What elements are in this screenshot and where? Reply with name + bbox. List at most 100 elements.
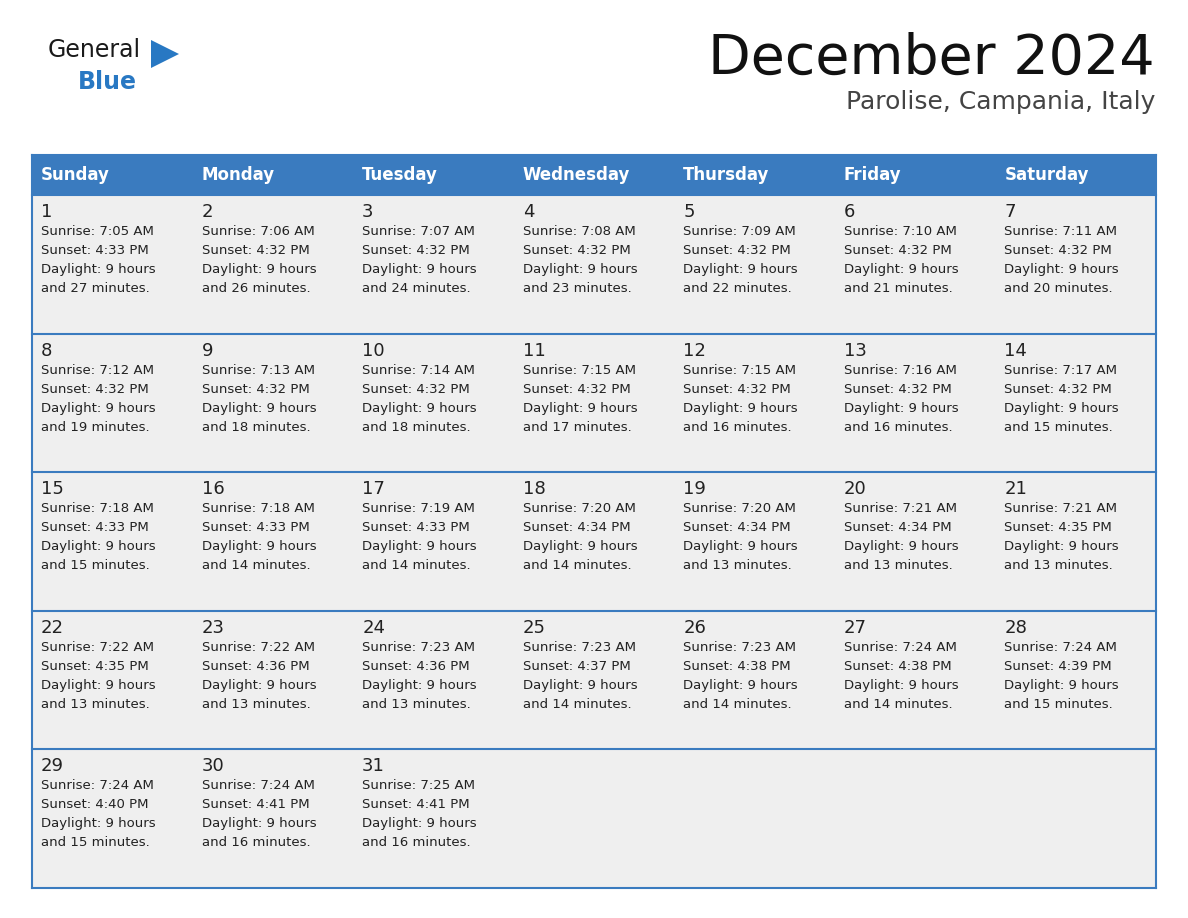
- Text: 29: 29: [42, 757, 64, 776]
- Text: Daylight: 9 hours: Daylight: 9 hours: [42, 540, 156, 554]
- Bar: [353, 195, 513, 333]
- Text: 3: 3: [362, 203, 374, 221]
- Text: Sunset: 4:32 PM: Sunset: 4:32 PM: [843, 383, 952, 396]
- Text: Daylight: 9 hours: Daylight: 9 hours: [843, 540, 959, 554]
- Text: Sunrise: 7:25 AM: Sunrise: 7:25 AM: [362, 779, 475, 792]
- Bar: [32, 333, 192, 472]
- Text: Daylight: 9 hours: Daylight: 9 hours: [843, 263, 959, 276]
- Text: Sunrise: 7:23 AM: Sunrise: 7:23 AM: [683, 641, 796, 654]
- Text: 12: 12: [683, 341, 706, 360]
- Text: Sunrise: 7:06 AM: Sunrise: 7:06 AM: [202, 225, 315, 238]
- Text: and 16 minutes.: and 16 minutes.: [362, 836, 470, 849]
- Bar: [353, 155, 513, 195]
- Bar: [353, 333, 513, 472]
- Text: 2: 2: [202, 203, 213, 221]
- Text: Sunrise: 7:15 AM: Sunrise: 7:15 AM: [683, 364, 796, 376]
- Bar: [835, 610, 996, 749]
- Text: Sunrise: 7:17 AM: Sunrise: 7:17 AM: [1004, 364, 1118, 376]
- Text: Sunset: 4:38 PM: Sunset: 4:38 PM: [683, 660, 791, 673]
- Text: Sunset: 4:34 PM: Sunset: 4:34 PM: [683, 521, 791, 534]
- Bar: [513, 155, 675, 195]
- Text: Sunset: 4:32 PM: Sunset: 4:32 PM: [843, 244, 952, 257]
- Text: and 13 minutes.: and 13 minutes.: [1004, 559, 1113, 572]
- Bar: [835, 749, 996, 888]
- Text: Sunset: 4:39 PM: Sunset: 4:39 PM: [1004, 660, 1112, 673]
- Text: Daylight: 9 hours: Daylight: 9 hours: [1004, 678, 1119, 692]
- Text: Sunrise: 7:24 AM: Sunrise: 7:24 AM: [1004, 641, 1117, 654]
- Text: 19: 19: [683, 480, 706, 498]
- Text: and 13 minutes.: and 13 minutes.: [42, 698, 150, 711]
- Text: 16: 16: [202, 480, 225, 498]
- Text: Sunrise: 7:05 AM: Sunrise: 7:05 AM: [42, 225, 154, 238]
- Text: 5: 5: [683, 203, 695, 221]
- Text: Sunrise: 7:24 AM: Sunrise: 7:24 AM: [843, 641, 956, 654]
- Bar: [32, 610, 192, 749]
- Text: Sunrise: 7:16 AM: Sunrise: 7:16 AM: [843, 364, 956, 376]
- Text: 1: 1: [42, 203, 52, 221]
- Text: Sunrise: 7:23 AM: Sunrise: 7:23 AM: [523, 641, 636, 654]
- Text: 28: 28: [1004, 619, 1028, 637]
- Bar: [996, 610, 1156, 749]
- Text: 6: 6: [843, 203, 855, 221]
- Bar: [996, 472, 1156, 610]
- Text: Sunset: 4:34 PM: Sunset: 4:34 PM: [523, 521, 631, 534]
- Text: and 24 minutes.: and 24 minutes.: [362, 282, 470, 295]
- Text: Daylight: 9 hours: Daylight: 9 hours: [1004, 401, 1119, 415]
- Text: Wednesday: Wednesday: [523, 166, 630, 184]
- Text: 31: 31: [362, 757, 385, 776]
- Bar: [32, 749, 192, 888]
- Text: Daylight: 9 hours: Daylight: 9 hours: [42, 263, 156, 276]
- Text: Tuesday: Tuesday: [362, 166, 438, 184]
- Text: Sunset: 4:41 PM: Sunset: 4:41 PM: [202, 799, 309, 812]
- Text: 20: 20: [843, 480, 866, 498]
- Text: and 27 minutes.: and 27 minutes.: [42, 282, 150, 295]
- Text: Daylight: 9 hours: Daylight: 9 hours: [42, 401, 156, 415]
- Text: 21: 21: [1004, 480, 1028, 498]
- Text: Daylight: 9 hours: Daylight: 9 hours: [843, 401, 959, 415]
- Text: and 26 minutes.: and 26 minutes.: [202, 282, 310, 295]
- Text: and 16 minutes.: and 16 minutes.: [202, 836, 310, 849]
- Text: Sunset: 4:32 PM: Sunset: 4:32 PM: [683, 383, 791, 396]
- Text: Sunrise: 7:24 AM: Sunrise: 7:24 AM: [42, 779, 154, 792]
- Bar: [32, 472, 192, 610]
- Text: 14: 14: [1004, 341, 1028, 360]
- Text: Monday: Monday: [202, 166, 274, 184]
- Text: Sunset: 4:35 PM: Sunset: 4:35 PM: [42, 660, 148, 673]
- Text: Daylight: 9 hours: Daylight: 9 hours: [523, 263, 637, 276]
- Text: and 22 minutes.: and 22 minutes.: [683, 282, 792, 295]
- Text: Sunset: 4:36 PM: Sunset: 4:36 PM: [202, 660, 309, 673]
- Text: Sunset: 4:34 PM: Sunset: 4:34 PM: [843, 521, 952, 534]
- Text: Sunrise: 7:22 AM: Sunrise: 7:22 AM: [202, 641, 315, 654]
- Text: Sunrise: 7:18 AM: Sunrise: 7:18 AM: [202, 502, 315, 515]
- Text: Sunrise: 7:15 AM: Sunrise: 7:15 AM: [523, 364, 636, 376]
- Bar: [192, 155, 353, 195]
- Bar: [192, 195, 353, 333]
- Text: Daylight: 9 hours: Daylight: 9 hours: [42, 817, 156, 831]
- Text: Sunrise: 7:13 AM: Sunrise: 7:13 AM: [202, 364, 315, 376]
- Text: Sunrise: 7:23 AM: Sunrise: 7:23 AM: [362, 641, 475, 654]
- Text: Sunrise: 7:21 AM: Sunrise: 7:21 AM: [1004, 502, 1118, 515]
- Text: and 15 minutes.: and 15 minutes.: [42, 836, 150, 849]
- Text: Sunrise: 7:20 AM: Sunrise: 7:20 AM: [683, 502, 796, 515]
- Text: Daylight: 9 hours: Daylight: 9 hours: [523, 540, 637, 554]
- Text: Sunset: 4:32 PM: Sunset: 4:32 PM: [362, 244, 470, 257]
- Text: 23: 23: [202, 619, 225, 637]
- Bar: [353, 610, 513, 749]
- Text: 27: 27: [843, 619, 867, 637]
- Text: Sunrise: 7:08 AM: Sunrise: 7:08 AM: [523, 225, 636, 238]
- Text: Sunrise: 7:20 AM: Sunrise: 7:20 AM: [523, 502, 636, 515]
- Text: Sunset: 4:36 PM: Sunset: 4:36 PM: [362, 660, 469, 673]
- Text: Sunset: 4:32 PM: Sunset: 4:32 PM: [1004, 383, 1112, 396]
- Text: 8: 8: [42, 341, 52, 360]
- Bar: [996, 333, 1156, 472]
- Text: and 18 minutes.: and 18 minutes.: [202, 420, 310, 433]
- Bar: [513, 472, 675, 610]
- Text: Sunrise: 7:07 AM: Sunrise: 7:07 AM: [362, 225, 475, 238]
- Text: Sunset: 4:33 PM: Sunset: 4:33 PM: [42, 521, 148, 534]
- Polygon shape: [151, 40, 179, 68]
- Bar: [192, 472, 353, 610]
- Text: 30: 30: [202, 757, 225, 776]
- Text: Daylight: 9 hours: Daylight: 9 hours: [202, 263, 316, 276]
- Bar: [675, 195, 835, 333]
- Text: and 14 minutes.: and 14 minutes.: [202, 559, 310, 572]
